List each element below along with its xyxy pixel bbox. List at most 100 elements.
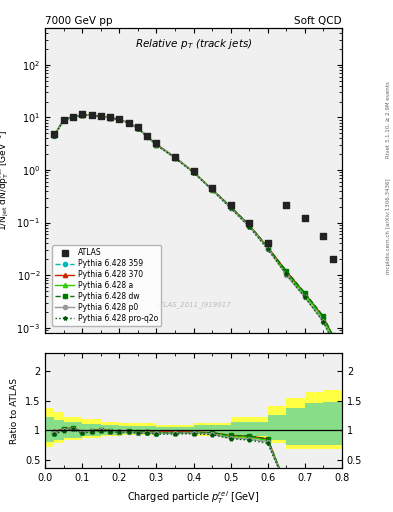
Pythia 6.428 370: [61, 116, 66, 122]
Pythia 6.428 a: [136, 125, 140, 131]
Pythia 6.428 359: [61, 117, 66, 123]
Pythia 6.428 370: [321, 314, 326, 320]
Pythia 6.428 p0: [284, 272, 288, 278]
Pythia 6.428 370: [126, 120, 131, 126]
ATLAS: [116, 115, 123, 123]
Pythia 6.428 pro-q2o: [173, 155, 177, 161]
Pythia 6.428 dw: [71, 114, 75, 120]
Pythia 6.428 p0: [145, 134, 150, 140]
Pythia 6.428 pro-q2o: [284, 271, 288, 277]
ATLAS: [283, 201, 289, 209]
Pythia 6.428 pro-q2o: [117, 116, 122, 122]
Pythia 6.428 359: [265, 246, 270, 252]
ATLAS: [79, 110, 85, 118]
Pythia 6.428 pro-q2o: [89, 113, 94, 119]
Pythia 6.428 370: [330, 333, 335, 339]
Pythia 6.428 a: [99, 113, 103, 119]
Pythia 6.428 a: [52, 132, 57, 138]
Pythia 6.428 p0: [330, 338, 335, 345]
Pythia 6.428 a: [117, 116, 122, 122]
Pythia 6.428 359: [210, 187, 215, 193]
Pythia 6.428 pro-q2o: [136, 125, 140, 132]
Pythia 6.428 dw: [321, 313, 326, 319]
Pythia 6.428 p0: [99, 113, 103, 119]
Line: Pythia 6.428 a: Pythia 6.428 a: [52, 113, 335, 339]
Pythia 6.428 pro-q2o: [145, 134, 150, 140]
Pythia 6.428 370: [191, 169, 196, 175]
Pythia 6.428 370: [89, 112, 94, 118]
ATLAS: [88, 111, 95, 119]
ATLAS: [191, 167, 197, 175]
ATLAS: [153, 139, 160, 147]
Pythia 6.428 pro-q2o: [80, 113, 84, 119]
Line: Pythia 6.428 p0: Pythia 6.428 p0: [52, 113, 335, 344]
ATLAS: [228, 201, 234, 209]
ATLAS: [70, 113, 76, 121]
Pythia 6.428 pro-q2o: [154, 142, 159, 148]
Pythia 6.428 dw: [303, 290, 307, 296]
Pythia 6.428 370: [303, 290, 307, 296]
Pythia 6.428 dw: [80, 112, 84, 118]
Pythia 6.428 pro-q2o: [330, 338, 335, 345]
Pythia 6.428 370: [52, 132, 57, 138]
X-axis label: Charged particle $p_T^{rel}$ [GeV]: Charged particle $p_T^{rel}$ [GeV]: [127, 489, 260, 506]
Pythia 6.428 p0: [52, 133, 57, 139]
ATLAS: [172, 153, 178, 161]
ATLAS: [135, 123, 141, 132]
Pythia 6.428 359: [303, 293, 307, 299]
Pythia 6.428 370: [99, 113, 103, 119]
Pythia 6.428 359: [247, 223, 252, 229]
ATLAS: [125, 118, 132, 126]
Pythia 6.428 370: [210, 186, 215, 193]
Pythia 6.428 dw: [126, 120, 131, 126]
Text: 7000 GeV pp: 7000 GeV pp: [45, 15, 113, 26]
Pythia 6.428 dw: [247, 222, 252, 228]
Pythia 6.428 359: [117, 116, 122, 122]
Pythia 6.428 p0: [117, 116, 122, 122]
Text: Relative $p_T$ (track jets): Relative $p_T$ (track jets): [135, 37, 252, 51]
Pythia 6.428 359: [126, 120, 131, 126]
Pythia 6.428 a: [321, 315, 326, 322]
Line: Pythia 6.428 dw: Pythia 6.428 dw: [52, 113, 335, 337]
Pythia 6.428 pro-q2o: [99, 114, 103, 120]
Pythia 6.428 p0: [154, 142, 159, 148]
Text: mcplots.cern.ch [arXiv:1306.3436]: mcplots.cern.ch [arXiv:1306.3436]: [386, 178, 391, 274]
Pythia 6.428 a: [89, 112, 94, 118]
ATLAS: [246, 219, 252, 227]
ATLAS: [302, 215, 308, 223]
Pythia 6.428 370: [108, 115, 112, 121]
Pythia 6.428 pro-q2o: [321, 318, 326, 325]
Pythia 6.428 a: [284, 270, 288, 276]
Pythia 6.428 p0: [80, 112, 84, 118]
Pythia 6.428 a: [228, 204, 233, 210]
Pythia 6.428 359: [89, 112, 94, 118]
Pythia 6.428 pro-q2o: [228, 205, 233, 211]
Pythia 6.428 359: [284, 270, 288, 276]
Pythia 6.428 a: [173, 155, 177, 161]
Pythia 6.428 pro-q2o: [191, 169, 196, 176]
Pythia 6.428 a: [108, 115, 112, 121]
Pythia 6.428 pro-q2o: [52, 133, 57, 139]
Pythia 6.428 359: [321, 315, 326, 322]
Pythia 6.428 p0: [108, 115, 112, 121]
Pythia 6.428 dw: [284, 268, 288, 274]
Pythia 6.428 p0: [71, 114, 75, 120]
Pythia 6.428 359: [136, 125, 140, 132]
Pythia 6.428 p0: [265, 246, 270, 252]
Text: Rivet 3.1.10, ≥ 2.9M events: Rivet 3.1.10, ≥ 2.9M events: [386, 81, 391, 158]
Text: Soft QCD: Soft QCD: [294, 15, 342, 26]
Pythia 6.428 a: [210, 186, 215, 193]
Pythia 6.428 dw: [108, 115, 112, 121]
Pythia 6.428 a: [191, 169, 196, 175]
Pythia 6.428 359: [228, 205, 233, 211]
Pythia 6.428 a: [145, 134, 150, 140]
ATLAS: [329, 255, 336, 263]
Pythia 6.428 370: [247, 222, 252, 228]
Pythia 6.428 a: [71, 114, 75, 120]
Pythia 6.428 dw: [61, 117, 66, 123]
Pythia 6.428 370: [228, 204, 233, 210]
Pythia 6.428 370: [117, 116, 122, 122]
Line: Pythia 6.428 359: Pythia 6.428 359: [52, 113, 335, 338]
Pythia 6.428 pro-q2o: [247, 224, 252, 230]
Pythia 6.428 pro-q2o: [108, 115, 112, 121]
